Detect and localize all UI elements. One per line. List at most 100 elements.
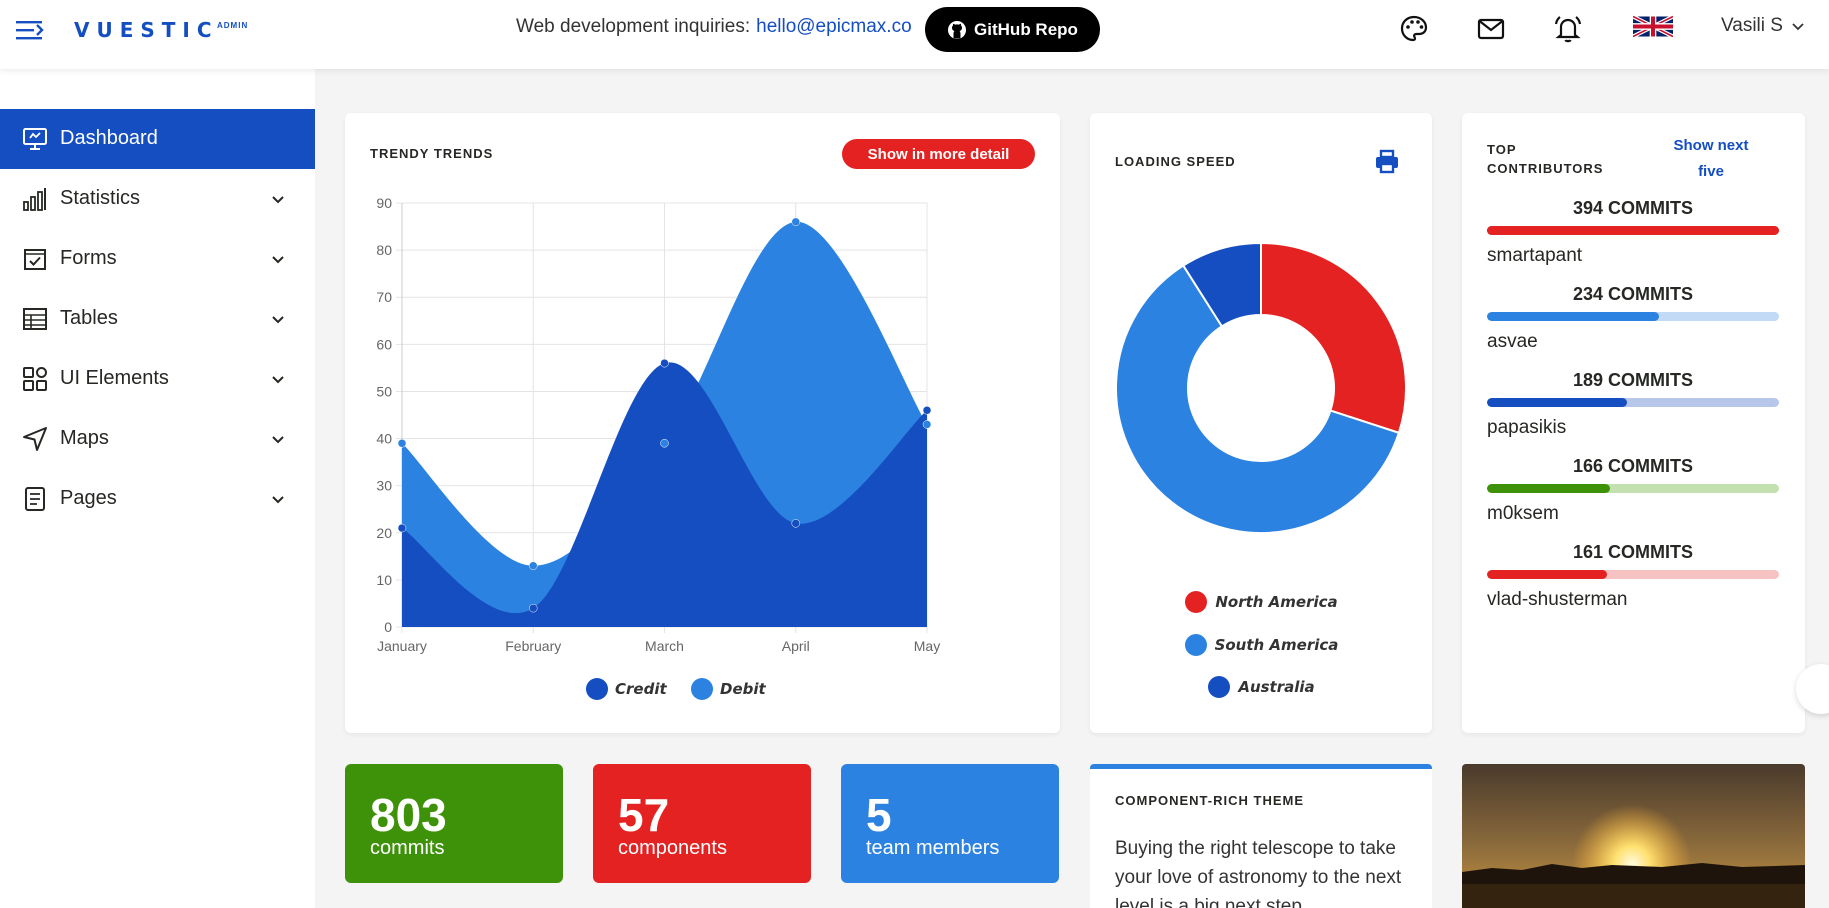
contributors-title-line1: TOP	[1487, 142, 1517, 157]
x-tick-label: May	[914, 638, 940, 654]
donut-slice-australia[interactable]	[1181, 241, 1262, 328]
palette-icon[interactable]	[1397, 12, 1431, 46]
contributor-name: papasikis	[1487, 417, 1567, 438]
sidebar-item-label: Maps	[60, 427, 109, 449]
legend-swatch	[1184, 634, 1207, 656]
y-tick-label: 80	[376, 242, 392, 258]
github-icon	[948, 20, 967, 39]
x-tick-label: April	[782, 638, 810, 654]
sidebar-item-statistics[interactable]: Statistics	[0, 169, 315, 229]
app-logo-sub: ADMIN	[217, 21, 249, 30]
data-point-credit[interactable]	[660, 358, 669, 368]
stat-tile-commits: 803 commits	[345, 764, 563, 883]
y-tick-label: 40	[376, 431, 392, 447]
sunset-picture	[1462, 764, 1805, 908]
component-rich-title: COMPONENT-RICH THEME	[1115, 793, 1304, 808]
legend-label: Australia	[1238, 678, 1315, 696]
user-name: Vasili S	[1721, 15, 1783, 36]
navigation-icon	[23, 427, 47, 451]
contributor-commits: 161 COMMITS	[1572, 542, 1694, 562]
data-point-debit[interactable]	[529, 561, 538, 571]
sidebar-item-dashboard[interactable]: Dashboard	[0, 109, 315, 169]
y-tick-label: 70	[376, 289, 392, 305]
contributor-progress-fill	[1487, 312, 1660, 321]
show-next-line2: five	[1698, 163, 1724, 180]
chevron-down-icon	[272, 376, 284, 384]
chevron-down-icon	[272, 196, 284, 204]
show-more-detail-button[interactable]: Show in more detail	[842, 139, 1035, 169]
app-logo[interactable]: VUESTIC	[74, 18, 219, 42]
sidebar: Dashboard Statistics Forms Tables	[0, 69, 315, 908]
trends-area-chart: 0 10 20 30 40 50 60 70 80 90 January February March A…	[376, 195, 940, 700]
loading-speed-title: LOADING SPEED	[1115, 154, 1236, 169]
legend-item-south-america: South America	[1090, 634, 1433, 656]
stat-value: 57	[618, 789, 670, 841]
inquiry-text: Web development inquiries: hello@epicmax.…	[516, 16, 912, 38]
contributor-item: 166 COMMITS m0ksem	[1487, 456, 1779, 525]
sidebar-item-pages[interactable]: Pages	[0, 469, 315, 529]
legend-label-debit[interactable]: Debit	[720, 680, 767, 698]
table-icon	[23, 308, 47, 330]
donut-slice-south-america[interactable]	[1115, 264, 1401, 534]
sidebar-item-label: Statistics	[60, 187, 141, 209]
menu-toggle-icon[interactable]	[16, 16, 46, 44]
y-tick-label: 0	[384, 619, 392, 635]
sidebar-item-label: UI Elements	[60, 367, 169, 389]
contributor-progress-fill	[1487, 226, 1779, 235]
contributor-name: m0ksem	[1487, 503, 1559, 524]
component-rich-text: Buying the right telescope to take your …	[1115, 838, 1402, 908]
contributor-progress-fill	[1487, 570, 1607, 579]
chevron-down-icon	[272, 436, 284, 444]
contributor-commits: 394 COMMITS	[1572, 198, 1694, 218]
donut-slice-north-america[interactable]	[1260, 241, 1407, 435]
print-icon[interactable]	[1374, 149, 1400, 175]
bell-icon[interactable]	[1551, 12, 1585, 46]
legend-label-credit[interactable]: Credit	[615, 680, 667, 698]
stat-value: 803	[370, 789, 447, 841]
uk-flag-icon[interactable]	[1633, 11, 1673, 42]
grid-icon	[23, 367, 47, 391]
settings-floating-button[interactable]	[1796, 664, 1829, 714]
data-point-credit[interactable]	[922, 406, 932, 415]
github-repo-label: GitHub Repo	[974, 19, 1078, 39]
legend-item-north-america: North America	[1090, 591, 1433, 613]
data-point-debit[interactable]	[922, 420, 932, 429]
show-next-five-button[interactable]: Show next five	[1656, 133, 1766, 185]
trends-card: TRENDY TRENDS Show in more detail 0 10 20 3…	[345, 113, 1060, 733]
sidebar-item-label: Dashboard	[60, 127, 158, 149]
contributor-item: 394 COMMITS smartapant	[1487, 198, 1779, 267]
contributor-progress-bar	[1487, 484, 1779, 493]
sidebar-item-ui-elements[interactable]: UI Elements	[0, 349, 315, 409]
contributor-name: smartapant	[1487, 245, 1583, 266]
contributor-progress-bar	[1487, 570, 1779, 579]
data-point-debit[interactable]	[397, 439, 407, 448]
contributor-item: 234 COMMITS asvae	[1487, 284, 1779, 353]
contributor-commits: 234 COMMITS	[1572, 284, 1694, 304]
legend-swatch-debit[interactable]	[691, 678, 713, 700]
contributor-name: asvae	[1487, 331, 1538, 352]
contributors-title: TOP CONTRIBUTORS	[1487, 140, 1603, 178]
sidebar-item-forms[interactable]: Forms	[0, 229, 315, 289]
legend-swatch-credit[interactable]	[586, 678, 608, 700]
inquiry-email-link[interactable]: hello@epicmax.co	[756, 16, 912, 37]
data-point-credit[interactable]	[397, 523, 407, 533]
y-tick-label: 30	[376, 478, 392, 494]
sidebar-item-tables[interactable]: Tables	[0, 289, 315, 349]
sidebar-item-label: Pages	[60, 487, 117, 509]
contributors-title-line2: CONTRIBUTORS	[1487, 161, 1604, 176]
user-menu[interactable]: Vasili S	[1721, 15, 1805, 37]
component-rich-card: COMPONENT-RICH THEME Buying the right te…	[1090, 764, 1432, 908]
y-tick-label: 20	[376, 525, 392, 541]
y-tick-label: 90	[376, 195, 392, 211]
chevron-down-icon	[272, 496, 284, 504]
sidebar-item-maps[interactable]: Maps	[0, 409, 315, 469]
data-point-debit[interactable]	[791, 217, 800, 227]
mail-icon[interactable]	[1474, 12, 1508, 46]
data-point-credit[interactable]	[529, 603, 538, 613]
x-tick-label: February	[505, 638, 561, 654]
data-point-credit[interactable]	[791, 519, 800, 528]
data-point-debit[interactable]	[660, 439, 669, 448]
contributor-progress-fill	[1487, 398, 1628, 407]
legend-label: North America	[1215, 593, 1338, 611]
github-repo-button[interactable]: GitHub Repo	[925, 7, 1100, 52]
